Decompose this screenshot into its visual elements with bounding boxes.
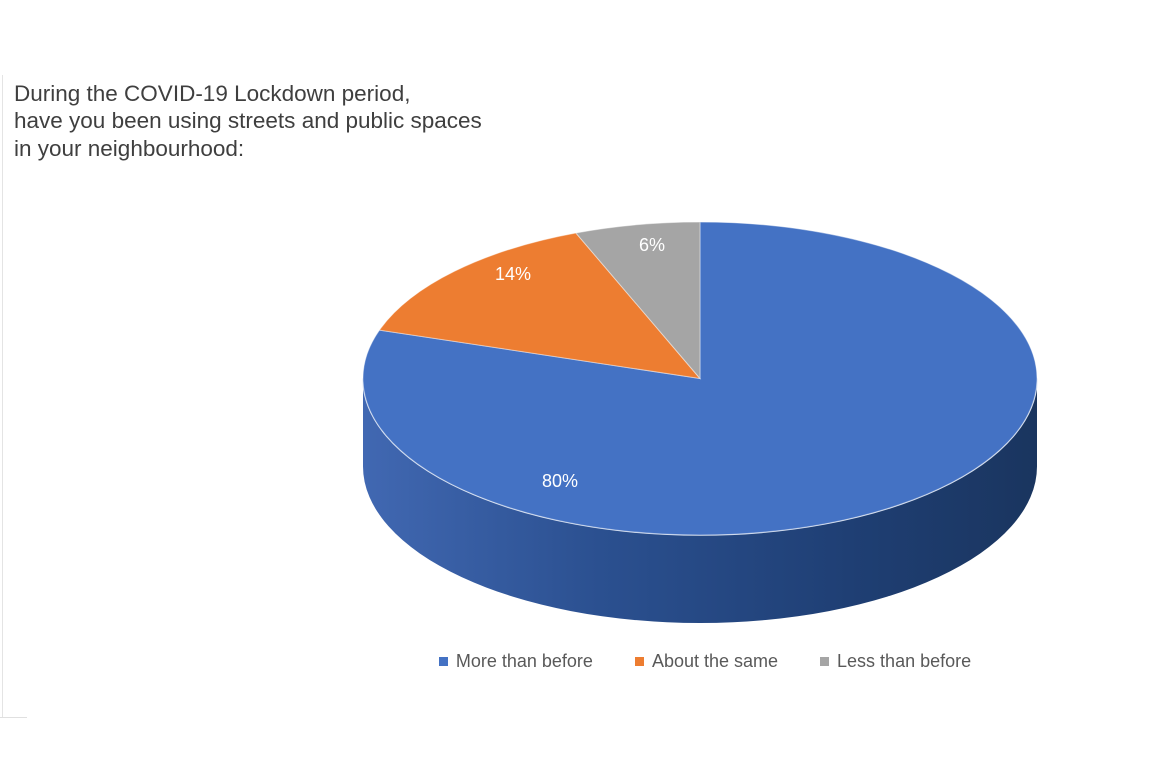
legend-label: About the same (651, 651, 779, 671)
pie-side-3d (363, 378, 1037, 623)
legend-marker-blue-icon (438, 657, 448, 666)
chart-frame-left-border (2, 75, 3, 718)
chart-frame-bottom-border (0, 717, 27, 718)
legend-label: More than before (455, 651, 593, 671)
pie-slice-more-than-before (362, 221, 1038, 536)
legend-item-less-than-before: Less than before (820, 651, 971, 672)
data-label-more-than-before: 80% (542, 471, 578, 491)
legend-marker-orange-icon (634, 657, 644, 666)
pie-slice-less-than-before (574, 221, 701, 380)
legend-item-more-than-before: More than before (438, 651, 593, 672)
pie-slice-about-the-same (378, 232, 702, 380)
data-label-less-than-before: 6% (639, 235, 665, 255)
chart-legend: More than before About the same Less tha… (365, 651, 1045, 672)
data-label-about-the-same: 14% (495, 264, 531, 284)
legend-marker-gray-icon (820, 657, 830, 666)
legend-label: Less than before (837, 651, 972, 671)
chart-title: During the COVID-19 Lockdown period, hav… (14, 81, 482, 161)
legend-item-about-the-same: About the same (634, 651, 779, 672)
